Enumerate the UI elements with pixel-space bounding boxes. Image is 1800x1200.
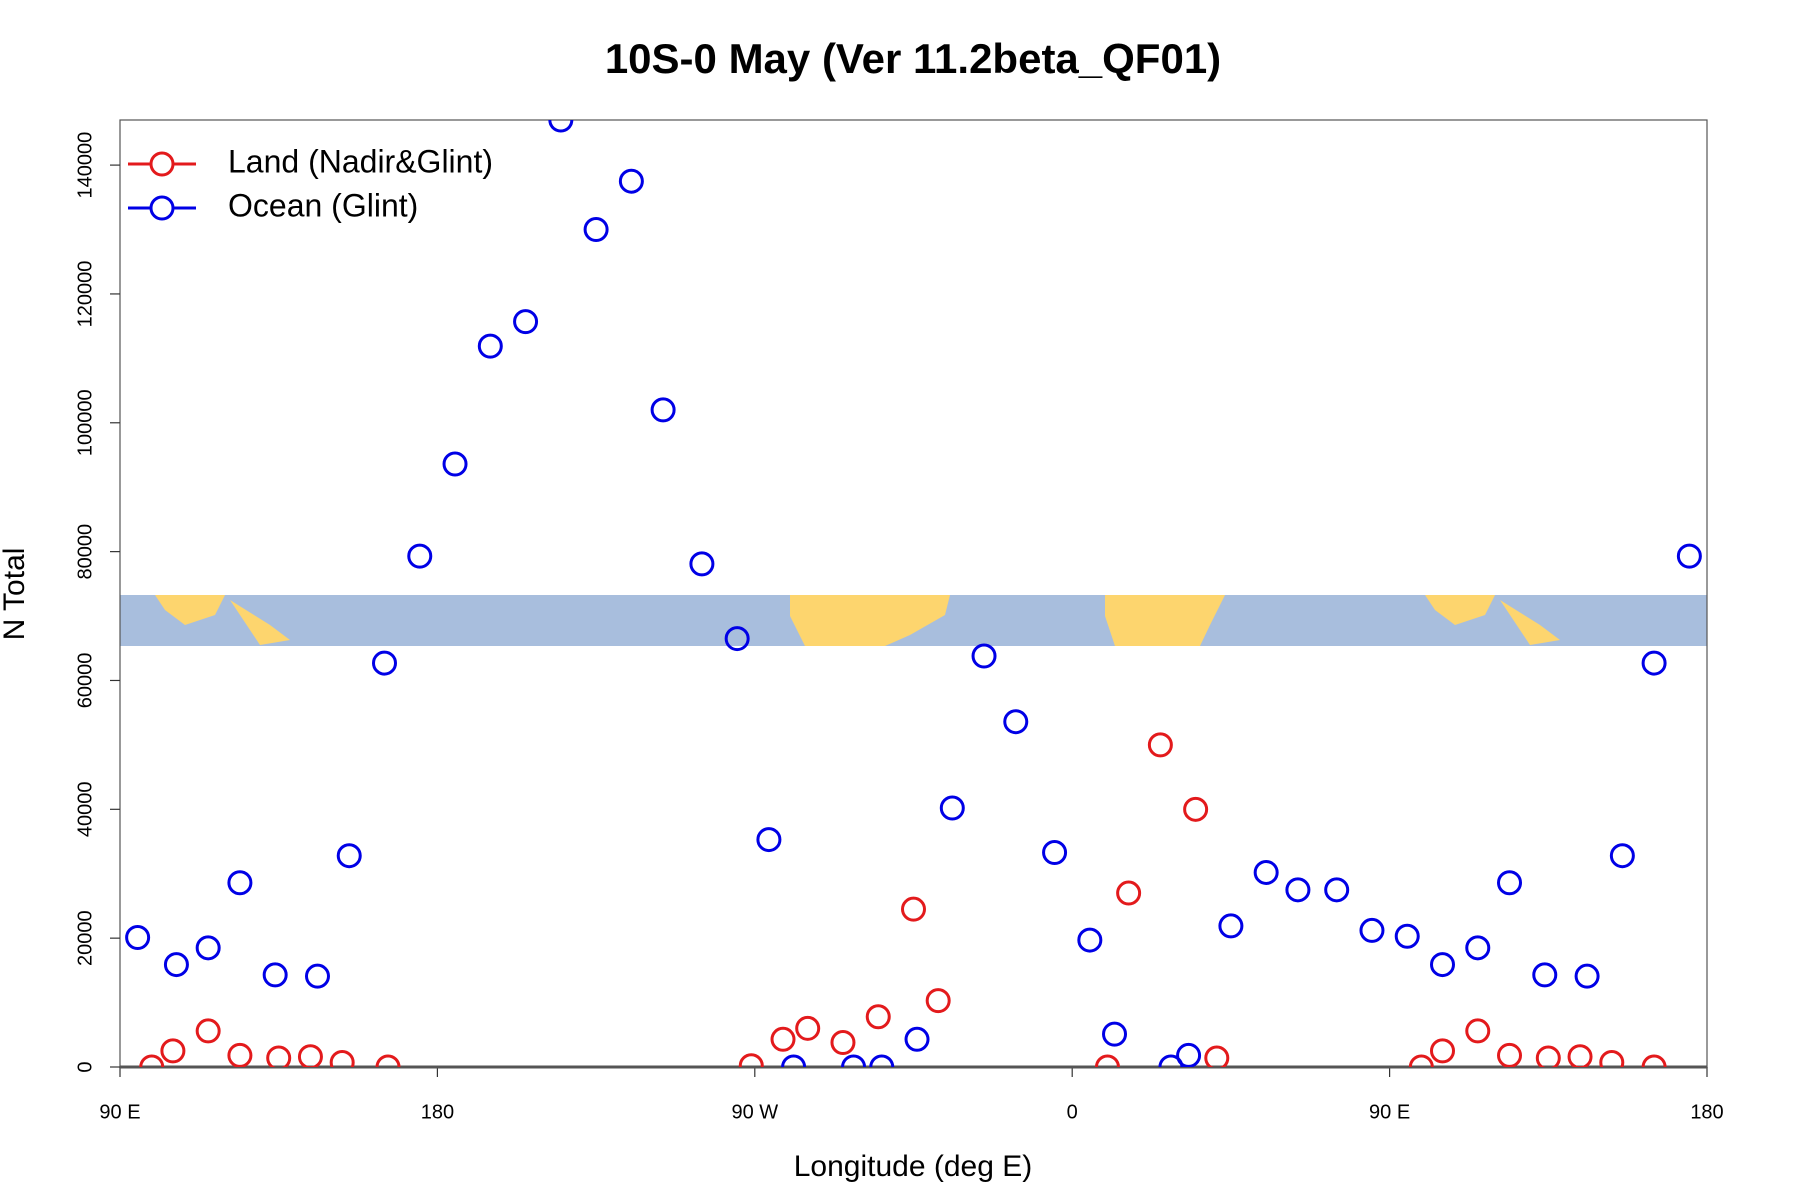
y-tick-label: 40000 bbox=[74, 782, 96, 838]
plot-frame bbox=[119, 119, 1708, 1068]
point bbox=[336, 843, 362, 869]
x-tick-label: 0 bbox=[1067, 1101, 1078, 1123]
point bbox=[548, 120, 574, 133]
point bbox=[1535, 1045, 1561, 1067]
point bbox=[125, 925, 151, 951]
point bbox=[939, 795, 965, 821]
point bbox=[971, 643, 997, 669]
point bbox=[1408, 1054, 1434, 1067]
point bbox=[442, 451, 468, 477]
point bbox=[1497, 870, 1523, 896]
point bbox=[738, 1053, 764, 1067]
y-tick-label: 120000 bbox=[74, 261, 96, 328]
point bbox=[1465, 1018, 1491, 1044]
point bbox=[583, 217, 609, 243]
point bbox=[795, 1015, 821, 1041]
x-tick-label: 90 W bbox=[731, 1101, 778, 1123]
point bbox=[195, 935, 221, 961]
y-tick-label: 0 bbox=[74, 1061, 96, 1072]
point bbox=[1147, 732, 1173, 758]
y-tick-label: 80000 bbox=[74, 524, 96, 580]
point bbox=[262, 962, 288, 988]
point bbox=[1324, 877, 1350, 903]
point bbox=[841, 1054, 867, 1067]
chart-title: 10S-0 May (Ver 11.2beta_QF01) bbox=[605, 35, 1221, 82]
legend-label: Ocean (Glint) bbox=[228, 187, 418, 223]
x-axis-label: Longitude (deg E) bbox=[794, 1150, 1033, 1183]
x-tick-label: 90 E bbox=[1369, 1101, 1410, 1123]
point bbox=[1158, 1054, 1184, 1067]
point bbox=[407, 543, 433, 569]
map-strip bbox=[120, 595, 1707, 646]
point bbox=[372, 650, 397, 676]
point bbox=[304, 963, 330, 989]
point bbox=[650, 397, 676, 423]
point bbox=[1183, 796, 1209, 822]
point bbox=[195, 1018, 221, 1044]
point bbox=[1532, 962, 1558, 988]
point bbox=[1567, 1044, 1593, 1067]
point bbox=[1430, 952, 1455, 978]
point bbox=[1394, 923, 1420, 949]
point bbox=[904, 1026, 930, 1052]
point bbox=[1176, 1042, 1202, 1067]
x-tick-label: 180 bbox=[1690, 1101, 1723, 1123]
point bbox=[139, 1054, 165, 1067]
point bbox=[770, 1026, 796, 1052]
legend-marker bbox=[149, 151, 175, 177]
point bbox=[163, 952, 189, 978]
y-tick-label: 20000 bbox=[74, 910, 96, 966]
legend-marker bbox=[149, 195, 175, 221]
point bbox=[1641, 650, 1667, 676]
point bbox=[1042, 839, 1068, 865]
point bbox=[297, 1044, 323, 1067]
point bbox=[266, 1045, 292, 1067]
point bbox=[869, 1054, 895, 1067]
point bbox=[1609, 843, 1635, 869]
point bbox=[1599, 1049, 1625, 1067]
point bbox=[1285, 877, 1311, 903]
point bbox=[618, 168, 644, 194]
point bbox=[1359, 917, 1385, 943]
point bbox=[227, 1042, 253, 1067]
point bbox=[1102, 1021, 1128, 1047]
point bbox=[1094, 1054, 1120, 1067]
point bbox=[1430, 1038, 1455, 1064]
point bbox=[925, 988, 951, 1014]
x-tick-label: 180 bbox=[421, 1101, 454, 1123]
y-tick-label: 60000 bbox=[74, 653, 96, 709]
point bbox=[1204, 1045, 1230, 1067]
point bbox=[689, 551, 715, 577]
point bbox=[781, 1054, 807, 1067]
point bbox=[1116, 880, 1142, 906]
point bbox=[1676, 543, 1702, 569]
point bbox=[1218, 913, 1244, 939]
point bbox=[160, 1038, 186, 1064]
point bbox=[724, 626, 750, 652]
point bbox=[1497, 1042, 1523, 1067]
point bbox=[901, 896, 926, 922]
point bbox=[830, 1030, 856, 1056]
point bbox=[227, 870, 253, 896]
point bbox=[865, 1004, 891, 1030]
point bbox=[1253, 859, 1279, 885]
point bbox=[1465, 935, 1491, 961]
legend-label: Land (Nadir&Glint) bbox=[228, 143, 493, 179]
point bbox=[1574, 963, 1600, 989]
x-tick-label: 90 E bbox=[99, 1101, 140, 1123]
point bbox=[513, 309, 539, 335]
points bbox=[125, 120, 1702, 1067]
y-axis-label: N Total bbox=[0, 548, 31, 641]
point bbox=[1077, 927, 1103, 953]
point bbox=[756, 827, 782, 853]
point bbox=[477, 333, 503, 359]
y-tick-label: 100000 bbox=[74, 389, 96, 456]
point bbox=[1641, 1054, 1667, 1067]
point bbox=[329, 1049, 355, 1067]
point bbox=[1003, 709, 1029, 735]
y-tick-label: 140000 bbox=[74, 132, 96, 199]
point bbox=[375, 1054, 401, 1067]
